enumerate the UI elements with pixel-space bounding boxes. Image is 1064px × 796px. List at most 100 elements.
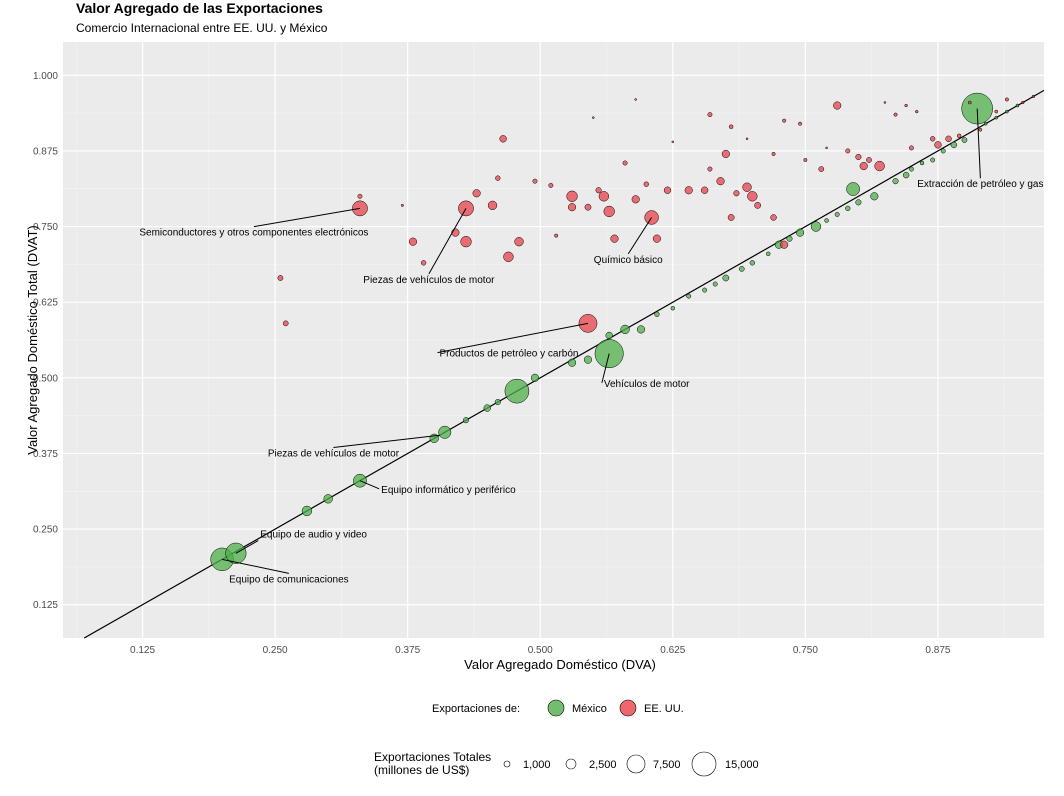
- point-mexico: [605, 331, 613, 340]
- size-legend-label-15000: 15,000: [725, 759, 759, 771]
- size-legend-circle-1000: [503, 760, 511, 768]
- y-tick-label: 0.750: [33, 222, 58, 233]
- annotation-line: [333, 434, 440, 448]
- annotation-label: Piezas de vehículos de motor: [363, 275, 495, 286]
- point-usa: [277, 275, 284, 281]
- annotation-label: Equipo informático y periférico: [381, 485, 516, 496]
- y-axis-title: Valor Agregado Doméstico Total (DVAT): [25, 225, 40, 455]
- point-mexico: [494, 398, 501, 406]
- y-tick-labels: 0.125 0.250 0.375 0.500 0.625 0.750 0.875 1.000: [33, 71, 58, 611]
- color-legend: Exportaciones de: México EE. UU.: [432, 699, 684, 717]
- point-mexico: [870, 192, 879, 201]
- point-mexico: [846, 182, 860, 196]
- point-mexico: [462, 417, 470, 424]
- point-mexico: [766, 251, 771, 256]
- point-usa: [833, 101, 842, 110]
- point-mexico: [834, 212, 840, 217]
- legend-mexico-label: México: [572, 703, 607, 715]
- point-usa: [514, 237, 524, 247]
- point-usa: [460, 236, 472, 248]
- point-usa: [495, 175, 501, 181]
- point-usa: [707, 166, 713, 172]
- point-usa: [472, 189, 481, 198]
- annotation-label: Extracción de petróleo y gas: [917, 179, 1043, 190]
- point-usa: [663, 186, 672, 194]
- x-tick-label: 0.250: [263, 645, 288, 656]
- point-usa: [780, 240, 789, 249]
- point-usa: [754, 202, 762, 209]
- size-legend: Exportaciones Totales (millones de US$) …: [374, 750, 759, 777]
- point-mexico: [654, 311, 660, 317]
- color-legend-title: Exportaciones de:: [432, 703, 520, 715]
- point-usa: [532, 178, 538, 184]
- size-legend-circle-7500: [626, 754, 646, 774]
- point-mexico: [636, 325, 646, 334]
- point-usa: [934, 141, 942, 149]
- point-mexico: [1005, 109, 1009, 114]
- annotation-line: [221, 558, 289, 574]
- legend-mexico-swatch: [547, 699, 565, 717]
- point-mexico: [1015, 103, 1020, 108]
- point-mexico: [950, 141, 958, 149]
- annotation-line: [253, 207, 361, 228]
- point-usa: [603, 205, 615, 218]
- annotation-line: [428, 208, 467, 275]
- point-mexico: [855, 199, 862, 206]
- point-usa: [548, 182, 554, 188]
- point-usa: [610, 234, 619, 243]
- x-tick-label: 0.750: [793, 645, 818, 656]
- data-points: [210, 92, 1036, 571]
- point-usa: [1004, 97, 1009, 102]
- annotation-label: Piezas de vehículos de motor: [268, 448, 400, 459]
- point-mexico: [930, 157, 936, 163]
- annotations: Semiconductores y otros componentes elec…: [139, 108, 1043, 585]
- x-tick-label: 0.875: [925, 645, 950, 656]
- size-legend-circle-15000: [691, 751, 717, 777]
- point-usa: [622, 160, 628, 166]
- annotation-line: [627, 217, 653, 255]
- point-usa: [874, 160, 885, 172]
- point-usa: [798, 121, 803, 126]
- point-usa: [904, 103, 908, 108]
- point-usa: [420, 260, 427, 266]
- point-mexico: [686, 293, 692, 299]
- point-usa: [859, 161, 868, 171]
- y-tick-label: 1.000: [33, 71, 58, 82]
- point-usa: [818, 166, 825, 172]
- point-usa: [733, 190, 740, 197]
- point-usa: [568, 203, 577, 212]
- size-legend-label-1000: 1,000: [523, 759, 551, 771]
- annotation-line: [601, 353, 610, 384]
- chart-subtitle: Comercio Internacional entre EE. UU. y M…: [76, 21, 328, 35]
- legend-usa-swatch: [619, 699, 637, 717]
- annotation-line: [235, 540, 259, 554]
- y-tick-label: 0.875: [33, 146, 58, 157]
- y-tick-label: 0.250: [33, 525, 58, 536]
- point-usa: [671, 140, 675, 144]
- x-axis-title: Valor Agregado Doméstico (DVA): [464, 657, 656, 672]
- point-mexico: [438, 425, 452, 439]
- point-usa: [994, 109, 999, 114]
- size-legend-label-2500: 2,500: [589, 759, 617, 771]
- point-mexico: [902, 171, 910, 179]
- size-legend-label-7500: 7,500: [653, 759, 681, 771]
- point-usa: [929, 136, 936, 142]
- point-usa: [584, 203, 592, 211]
- point-usa: [684, 186, 693, 195]
- point-usa: [771, 151, 776, 156]
- point-mexico: [504, 378, 530, 404]
- point-mexico: [983, 121, 988, 126]
- point-usa: [727, 214, 735, 221]
- annotation-label: Equipo de audio y video: [260, 530, 367, 541]
- identity-line: [83, 89, 1045, 639]
- point-usa: [1031, 94, 1036, 99]
- point-mexico: [620, 324, 630, 335]
- point-usa: [652, 234, 661, 243]
- point-mexico: [908, 166, 914, 172]
- point-usa: [716, 177, 725, 186]
- point-usa: [908, 145, 914, 151]
- point-usa: [721, 149, 730, 158]
- point-usa: [707, 112, 713, 118]
- point-usa: [1021, 100, 1025, 105]
- x-tick-labels: 0.125 0.250 0.375 0.500 0.625 0.750 0.875: [130, 645, 951, 656]
